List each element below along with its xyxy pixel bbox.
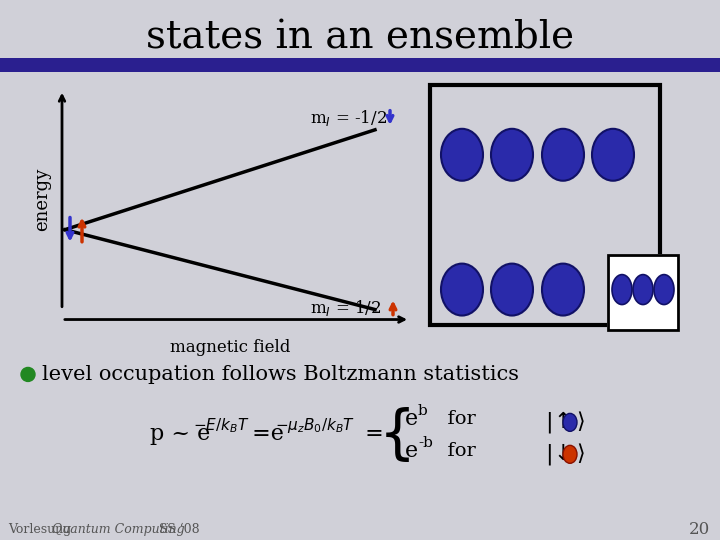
Text: for: for [435,410,476,428]
Ellipse shape [542,129,584,181]
Text: for: for [435,442,476,460]
Text: =: = [358,423,384,446]
Ellipse shape [563,446,577,463]
Text: 20: 20 [689,521,710,538]
Text: SS ‘08: SS ‘08 [155,523,199,536]
Text: Quantum Computing: Quantum Computing [52,523,184,536]
Bar [0,58,720,72]
Text: $-\mu_z B_0/k_BT$: $-\mu_z B_0/k_BT$ [275,416,355,435]
Ellipse shape [633,275,653,305]
Text: Vorlesung: Vorlesung [8,523,76,536]
Text: states in an ensemble: states in an ensemble [146,19,574,57]
Text: magnetic field: magnetic field [170,340,290,356]
Text: $|\!\uparrow\rangle$: $|\!\uparrow\rangle$ [545,409,585,435]
Bar [430,85,660,325]
Ellipse shape [441,129,483,181]
Text: energy: energy [33,168,51,231]
Ellipse shape [563,414,577,431]
Text: m$_I$ = 1/2: m$_I$ = 1/2 [310,298,382,318]
Ellipse shape [612,275,632,305]
Text: -b: -b [418,436,433,450]
Text: b: b [418,404,428,418]
Text: p ~ e: p ~ e [150,423,210,446]
Text: e: e [405,440,418,462]
Ellipse shape [491,129,533,181]
Ellipse shape [491,264,533,315]
Text: e: e [405,408,418,430]
Text: level occupation follows Boltzmann statistics: level occupation follows Boltzmann stati… [42,365,519,384]
Text: =e: =e [245,423,284,446]
Ellipse shape [654,275,674,305]
Text: $-E/k_BT$: $-E/k_BT$ [193,416,249,435]
Bar [608,255,678,329]
Ellipse shape [441,264,483,315]
Ellipse shape [542,264,584,315]
Ellipse shape [21,367,35,381]
Text: m$_I$ = -1/2: m$_I$ = -1/2 [310,108,387,128]
Bar [608,255,678,329]
Text: $\{$: $\{$ [378,405,410,464]
Ellipse shape [592,129,634,181]
Text: $|\!\downarrow\rangle$: $|\!\downarrow\rangle$ [545,441,585,467]
